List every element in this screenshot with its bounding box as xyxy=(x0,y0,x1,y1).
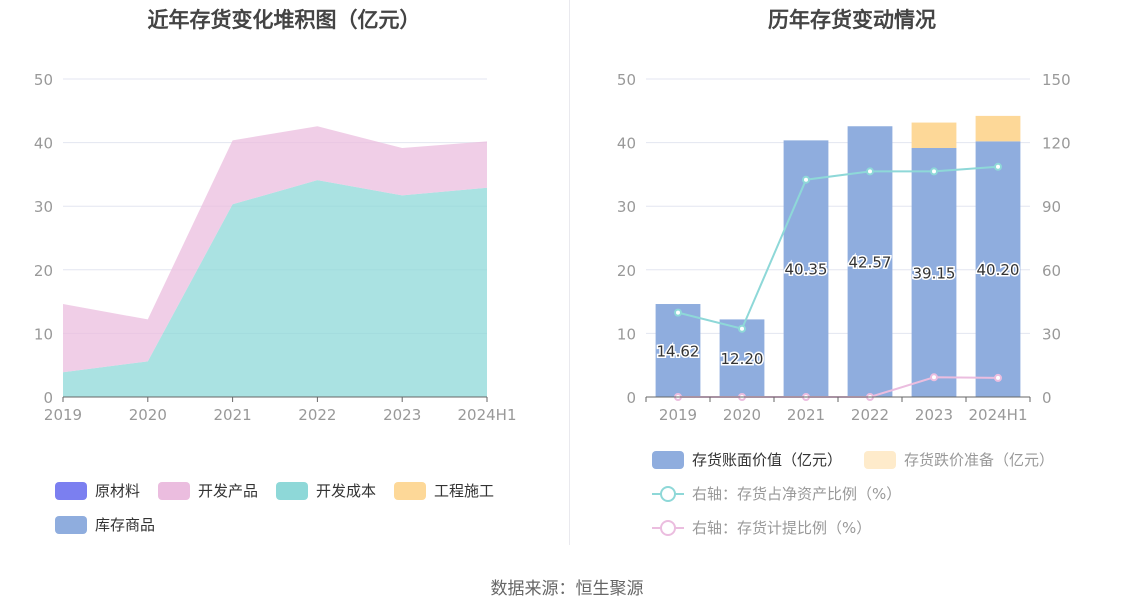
y2-tick-label: 90 xyxy=(1042,198,1061,216)
legend-item[interactable]: 开发成本 xyxy=(276,480,376,501)
y-tick-label: 20 xyxy=(617,262,636,280)
stacked-area-chart: 0 10 20 30 40 50 2019 2020 2021 2022 2023 2024H1 xyxy=(34,71,517,424)
bar-data-label: 40.35 xyxy=(785,261,828,279)
legend-swatch xyxy=(158,481,191,500)
left-chart-legend: 原材料 开发产品 开发成本 工程施工库存商品 xyxy=(55,480,535,535)
y-tick-label: 0 xyxy=(626,389,636,407)
legend-label: 开发产品 xyxy=(198,482,259,500)
legend-item[interactable]: 存货账面价值（亿元） xyxy=(652,449,842,470)
x-tick-label: 2023 xyxy=(383,406,421,424)
legend-item[interactable]: 原材料 xyxy=(55,480,140,501)
x-tick-label: 2023 xyxy=(915,406,953,424)
right-chart-title: 历年存货变动情况 xyxy=(768,8,936,32)
bar-data-label: 42.57 xyxy=(849,254,892,272)
legend-swatch xyxy=(55,515,87,534)
legend-swatch xyxy=(55,481,87,500)
line-point xyxy=(930,373,938,382)
x-tick-label: 2020 xyxy=(129,406,167,424)
legend-item[interactable]: 工程施工 xyxy=(394,480,494,501)
legend-swatch xyxy=(864,450,897,469)
area-series xyxy=(63,180,487,397)
line-point xyxy=(674,308,682,317)
legend-item[interactable]: 右轴：存货占净资产比例（%） xyxy=(652,483,1054,504)
y-tick-label: 30 xyxy=(617,198,636,216)
bar-data-label: 12.20 xyxy=(721,350,764,368)
x-tick-label: 2021 xyxy=(787,406,825,424)
y2-tick-label: 150 xyxy=(1042,71,1071,89)
y-tick-label: 40 xyxy=(34,135,53,153)
panel-divider xyxy=(569,0,570,545)
line-point xyxy=(930,167,938,176)
bar-data-label: 39.15 xyxy=(913,265,956,283)
legend-swatch xyxy=(652,485,684,503)
legend-marker xyxy=(660,485,676,502)
y-tick-label: 50 xyxy=(34,71,53,89)
legend-swatch xyxy=(276,481,309,500)
y2-tick-label: 0 xyxy=(1042,389,1052,407)
y-tick-label: 40 xyxy=(617,135,636,153)
line-series xyxy=(677,165,999,330)
legend-item[interactable]: 库存商品 xyxy=(55,514,155,535)
bar-data-label: 14.62 xyxy=(657,343,700,361)
legend-item[interactable]: 存货跌价准备（亿元） xyxy=(864,449,1054,470)
y-tick-label: 10 xyxy=(34,325,53,343)
legend-label: 开发成本 xyxy=(316,482,377,500)
bar xyxy=(655,304,701,397)
line-point xyxy=(802,175,810,184)
y2-tick-label: 120 xyxy=(1042,135,1071,153)
y-tick-label: 30 xyxy=(34,198,53,216)
legend-swatch xyxy=(394,481,427,500)
legend-item[interactable]: 开发产品 xyxy=(158,480,258,501)
legend-label: 右轴：存货占净资产比例（%） xyxy=(692,485,902,503)
left-chart-title: 近年存货变化堆积图（亿元） xyxy=(147,8,421,32)
line-point xyxy=(866,167,874,176)
legend-label: 右轴：存货计提比例（%） xyxy=(692,519,872,537)
area-series xyxy=(63,126,487,373)
x-tick-label: 2020 xyxy=(723,406,761,424)
y-tick-label: 20 xyxy=(34,262,53,280)
x-tick-label: 2022 xyxy=(851,406,889,424)
line-point xyxy=(738,324,746,333)
y-tick-label: 0 xyxy=(43,389,53,407)
x-tick-label: 2021 xyxy=(214,406,252,424)
legend-label: 库存商品 xyxy=(95,516,156,534)
y2-tick-label: 30 xyxy=(1042,325,1061,343)
stacked-area-chart-panel: 近年存货变化堆积图（亿元） 0 10 20 30 40 50 2019 2020 2021 202… xyxy=(0,0,568,560)
legend-label: 原材料 xyxy=(95,482,141,500)
y-tick-label: 50 xyxy=(617,71,636,89)
legend-label: 存货跌价准备（亿元） xyxy=(904,451,1055,469)
line-point xyxy=(994,162,1002,171)
legend-label: 工程施工 xyxy=(434,482,495,500)
bar xyxy=(911,122,957,149)
legend-marker xyxy=(660,519,676,536)
inventory-bar-line-chart: 0 0 10 30 20 60 30 90 40 120 50 150 14.62 12.20 40.35 4… xyxy=(617,71,1071,424)
y-tick-label: 10 xyxy=(617,325,636,343)
bar xyxy=(975,115,1021,142)
y2-tick-label: 60 xyxy=(1042,262,1061,280)
legend-item[interactable]: 右轴：存货计提比例（%） xyxy=(652,517,1054,538)
data-source-note: 数据来源：恒生聚源 xyxy=(490,579,644,599)
legend-swatch xyxy=(652,450,684,469)
x-tick-label: 2019 xyxy=(44,406,82,424)
bar-data-label: 40.20 xyxy=(977,261,1020,279)
bar xyxy=(975,141,1021,397)
x-tick-label: 2022 xyxy=(298,406,336,424)
x-tick-label: 2019 xyxy=(659,406,697,424)
inventory-bar-chart-panel: 历年存货变动情况 0 0 10 30 20 60 30 90 40 120 50 150 14.62 12… xyxy=(570,0,1134,560)
line-point xyxy=(994,373,1002,382)
x-tick-label: 2024H1 xyxy=(969,406,1028,424)
legend-swatch xyxy=(652,519,684,537)
legend-label: 存货账面价值（亿元） xyxy=(692,451,843,469)
right-chart-legend: 存货账面价值（亿元） 存货跌价准备（亿元） 右轴：存货占净资产比例（%） 右轴：存货计… xyxy=(652,449,1122,538)
bar xyxy=(911,148,957,397)
x-tick-label: 2024H1 xyxy=(458,406,517,424)
